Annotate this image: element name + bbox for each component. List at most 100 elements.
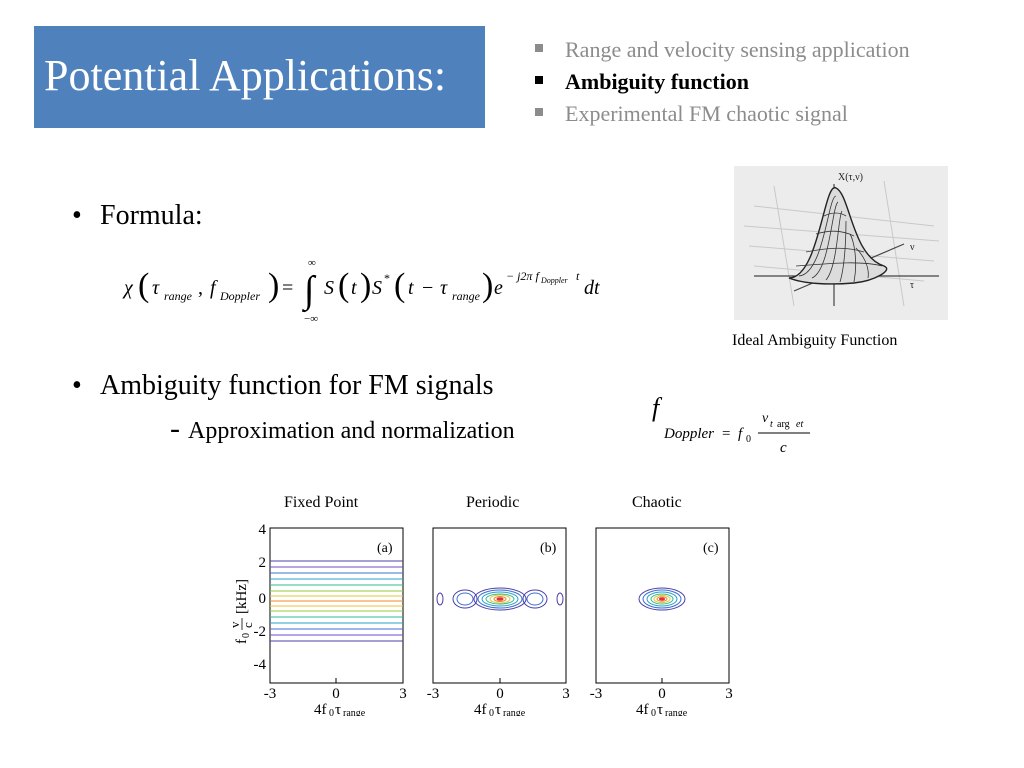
ideal-ambiguity-image: X(τ,ν) ν τ [734, 166, 948, 320]
svg-text:(: ( [138, 267, 149, 304]
svg-text:τ: τ [335, 702, 341, 716]
agenda-item-ambiguity: Ambiguity function [535, 66, 910, 98]
svg-text:χ: χ [122, 277, 134, 299]
y-tick-label: -4 [254, 657, 267, 673]
svg-text:4f: 4f [314, 702, 327, 716]
ambiguity-formula: χ ( τ range , f Doppler ) = ∞ ∫ −∞ S ( t… [122, 257, 600, 325]
x-tick-label: 3 [562, 686, 570, 702]
svg-text:4f: 4f [474, 702, 487, 716]
agenda-item-experimental: Experimental FM chaotic signal [535, 98, 910, 130]
svg-text:f: f [652, 393, 663, 422]
bullet-label: Formula: [100, 200, 203, 231]
x-tick-label: 0 [496, 686, 504, 702]
ideal-ambiguity-caption: Ideal Ambiguity Function [732, 332, 898, 349]
svg-text:0: 0 [746, 434, 751, 445]
agenda-item-label: Experimental FM chaotic signal [565, 101, 848, 126]
agenda-item-label: Ambiguity function [565, 69, 749, 94]
svg-text:=: = [282, 277, 293, 299]
x-tick-label: -3 [264, 686, 277, 702]
svg-text:f: f [234, 639, 250, 644]
agenda-item-range: Range and velocity sensing application [535, 34, 910, 66]
bullet-dot-icon: • [72, 370, 82, 401]
svg-text:range: range [503, 708, 526, 716]
svg-text:[kHz]: [kHz] [234, 579, 250, 614]
x-tick-label: 0 [658, 686, 666, 702]
sub-bullet-label: Approximation and normalization [188, 418, 515, 444]
svg-text:range: range [343, 708, 366, 716]
bullet-dot-icon: • [72, 200, 82, 231]
svg-text:f: f [210, 277, 218, 299]
svg-text:0: 0 [329, 708, 334, 716]
x-tick-label: 3 [725, 686, 733, 702]
square-bullet-icon [535, 76, 543, 84]
agenda-item-label: Range and velocity sensing application [565, 37, 910, 62]
svg-text:f: f [738, 426, 744, 442]
square-bullet-icon [535, 44, 543, 52]
slide-title: Potential Applications: [44, 51, 447, 100]
x-tick-label: -3 [590, 686, 603, 702]
plot-panel-fixed-point: (a) -3 0 3 4f 0 τ range [264, 527, 407, 716]
y-tick-label: -2 [254, 624, 267, 640]
svg-text:∫: ∫ [302, 269, 317, 313]
svg-text:(: ( [394, 267, 405, 304]
svg-text:dt: dt [584, 277, 600, 299]
panel-tag: (a) [377, 541, 393, 556]
x-axis-title: 4f 0 τ range [636, 702, 688, 716]
svg-text:et: et [796, 419, 803, 430]
x-tick-label: 0 [332, 686, 340, 702]
plot-title-periodic: Periodic [466, 494, 520, 511]
svg-text:): ) [360, 267, 371, 304]
sub-bullet-approx: - Approximation and normalization [170, 412, 515, 446]
svg-text:(: ( [338, 267, 349, 304]
x-axis-title: 4f 0 τ range [314, 702, 366, 716]
plot-panel-periodic: (b) -3 0 3 4f 0 τ range [427, 527, 570, 716]
dash-icon: - [170, 412, 180, 445]
y-tick-label: 0 [259, 591, 267, 607]
svg-text:τ: τ [657, 702, 663, 716]
svg-text:*: * [384, 271, 390, 285]
svg-text:range: range [452, 289, 481, 303]
x-axis-title: 4f 0 τ range [474, 702, 526, 716]
svg-text:t: t [351, 277, 357, 299]
svg-text:t: t [770, 419, 773, 430]
svg-text:− j2π f: − j2π f [506, 269, 540, 283]
svg-text:−∞: −∞ [304, 313, 318, 325]
panel-tag: (b) [540, 541, 557, 556]
square-bullet-icon [535, 108, 543, 116]
svg-text:τ: τ [910, 280, 914, 291]
svg-text:=: = [722, 426, 730, 442]
x-tick-label: -3 [427, 686, 440, 702]
svg-text:v: v [762, 411, 769, 426]
svg-text:Doppler: Doppler [540, 276, 569, 285]
svg-text:0: 0 [241, 633, 252, 638]
svg-text:Doppler: Doppler [219, 289, 260, 303]
svg-text:t: t [576, 269, 580, 283]
svg-text:e: e [494, 277, 503, 299]
svg-text:S: S [372, 277, 382, 299]
bullet-ambiguity-fm: • Ambiguity function for FM signals [72, 370, 494, 402]
svg-text:c: c [240, 622, 255, 628]
agenda-list: Range and velocity sensing application A… [535, 34, 910, 130]
svg-text:∞: ∞ [308, 257, 316, 269]
svg-text:): ) [482, 267, 493, 304]
bullet-formula: • Formula: [72, 200, 203, 232]
bullet-label: Ambiguity function for FM signals [100, 370, 494, 401]
y-axis-title: f 0 v c [kHz] [227, 579, 255, 644]
svg-text:−: − [422, 277, 433, 299]
plot-panel-chaotic: (c) -3 0 3 4f 0 τ range [590, 527, 733, 716]
svg-text:,: , [198, 277, 203, 299]
svg-text:0: 0 [489, 708, 494, 716]
svg-text:0: 0 [651, 708, 656, 716]
svg-text:4f: 4f [636, 702, 649, 716]
svg-text:τ: τ [152, 277, 160, 299]
ambiguity-plots-figure: 4 2 0 -2 -4 f 0 v c [kHz] [227, 522, 733, 716]
svg-text:range: range [665, 708, 688, 716]
svg-text:τ: τ [440, 277, 448, 299]
panel-tag: (c) [703, 541, 719, 556]
svg-text:range: range [164, 289, 193, 303]
y-tick-label: 2 [259, 555, 267, 571]
svg-text:Doppler: Doppler [663, 426, 714, 442]
plot-title-fixed-point: Fixed Point [284, 494, 359, 511]
svg-text:τ: τ [495, 702, 501, 716]
svg-text:c: c [780, 440, 787, 456]
